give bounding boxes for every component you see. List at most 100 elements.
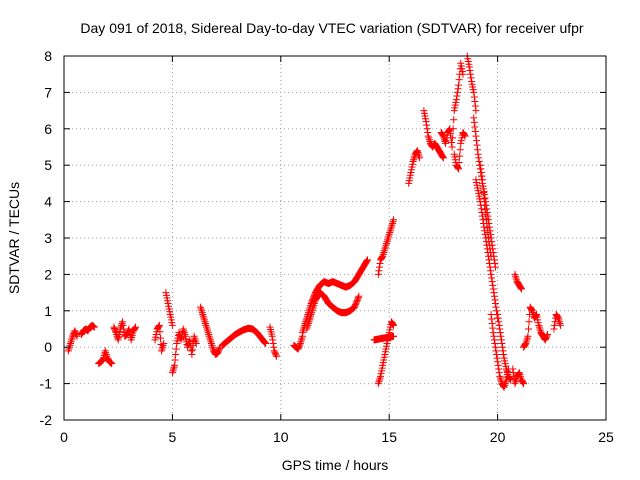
- data-point: [203, 325, 211, 333]
- data-point: [493, 307, 501, 315]
- data-point: [132, 323, 140, 331]
- data-point: [512, 274, 520, 282]
- y-tick-label: 1: [44, 303, 52, 319]
- data-point: [171, 356, 179, 364]
- data-point: [477, 165, 485, 173]
- data-point: [487, 310, 495, 318]
- data-point: [108, 360, 116, 368]
- data-point: [268, 332, 276, 340]
- data-point: [485, 238, 493, 246]
- data-point: [550, 325, 558, 333]
- data-point: [354, 294, 362, 302]
- data-point: [202, 321, 210, 329]
- data-point: [532, 311, 540, 319]
- data-point: [501, 380, 509, 388]
- data-point: [509, 365, 517, 373]
- ticks-layer: [63, 55, 607, 421]
- data-point: [485, 256, 493, 264]
- data-point: [483, 224, 491, 232]
- data-point: [438, 130, 446, 138]
- data-point: [154, 323, 162, 331]
- data-point: [446, 129, 454, 137]
- data-point: [494, 310, 502, 318]
- data-point: [536, 325, 544, 333]
- data-point: [160, 340, 168, 348]
- data-point: [491, 343, 499, 351]
- data-point: [555, 318, 563, 326]
- data-point: [189, 341, 197, 349]
- tick-labels-layer: 0 5 10 15 20 25 -2 -1 0 1 2 3 4 5 6 7 8: [40, 48, 614, 445]
- x-tick-label: 25: [598, 429, 614, 445]
- data-point: [503, 367, 511, 375]
- data-point: [159, 341, 167, 349]
- data-point: [179, 325, 187, 333]
- data-point: [118, 320, 126, 328]
- data-point: [522, 338, 530, 346]
- data-point: [188, 346, 196, 354]
- data-point: [188, 350, 196, 358]
- data-point: [495, 365, 503, 373]
- data-point: [269, 340, 277, 348]
- data-point: [495, 369, 503, 377]
- data-point: [494, 361, 502, 369]
- data-point: [482, 210, 490, 218]
- data-point: [385, 230, 393, 238]
- data-point: [441, 138, 449, 146]
- data-point: [455, 165, 463, 173]
- data-point: [261, 338, 269, 346]
- data-point: [73, 332, 81, 340]
- data-point: [511, 272, 519, 280]
- data-point: [269, 336, 277, 344]
- data-point: [310, 300, 318, 308]
- data-point: [376, 374, 384, 382]
- data-point: [520, 380, 528, 388]
- data-point: [488, 315, 496, 323]
- data-point: [156, 328, 164, 336]
- data-point: [376, 259, 384, 267]
- data-point: [68, 336, 76, 344]
- data-point: [272, 352, 280, 360]
- data-point: [481, 201, 489, 209]
- data-point: [472, 132, 480, 140]
- data-point: [479, 216, 487, 224]
- data-point: [498, 340, 506, 348]
- data-point: [203, 323, 211, 331]
- data-point: [543, 332, 551, 340]
- data-point: [494, 358, 502, 366]
- data-point: [551, 321, 559, 329]
- data-point: [192, 338, 200, 346]
- data-point: [390, 332, 398, 340]
- data-point: [422, 118, 430, 126]
- data-point: [450, 116, 458, 124]
- data-point: [490, 289, 498, 297]
- data-point: [414, 148, 422, 156]
- data-point: [168, 321, 176, 329]
- data-point: [470, 93, 478, 101]
- data-point: [112, 329, 120, 337]
- x-tick-label: 5: [169, 429, 177, 445]
- data-point: [309, 305, 317, 313]
- data-point: [483, 219, 491, 227]
- data-point: [379, 252, 387, 260]
- data-point: [495, 321, 503, 329]
- y-tick-label: 6: [44, 121, 52, 137]
- data-point: [487, 252, 495, 260]
- data-point: [381, 243, 389, 251]
- data-point: [466, 67, 474, 75]
- data-point: [490, 336, 498, 344]
- data-point: [494, 314, 502, 322]
- data-point: [484, 233, 492, 241]
- data-point: [156, 334, 164, 342]
- data-point: [479, 182, 487, 190]
- data-point: [453, 92, 461, 100]
- data-point: [310, 301, 318, 309]
- data-point: [207, 338, 215, 346]
- data-point: [168, 369, 176, 377]
- data-point: [172, 345, 180, 353]
- data-point: [386, 229, 394, 237]
- data-point: [476, 198, 484, 206]
- data-point: [471, 128, 479, 136]
- data-point: [493, 354, 501, 362]
- data-point: [261, 339, 269, 347]
- data-point: [516, 283, 524, 291]
